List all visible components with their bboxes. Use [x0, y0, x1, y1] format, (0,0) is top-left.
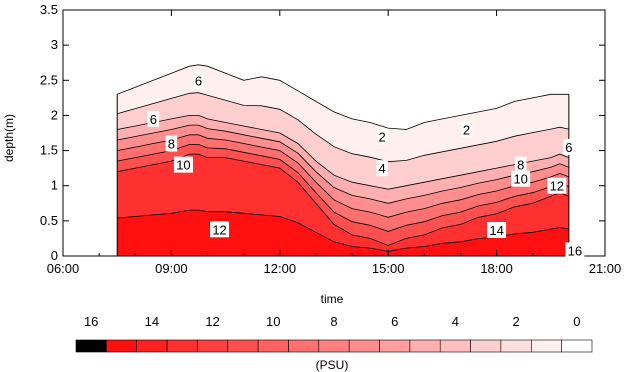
contour-line-10 — [117, 143, 570, 232]
y-tick-label: 1 — [51, 178, 58, 193]
y-tick-label: 1.5 — [40, 143, 58, 158]
contour-line-4 — [117, 115, 570, 190]
colorbar-swatch — [257, 339, 289, 353]
colorbar-label: 8 — [330, 314, 337, 329]
salinity-band-6-8 — [117, 125, 569, 218]
contour-label-bg — [487, 221, 507, 238]
y-tick-label: 2 — [51, 107, 58, 122]
contour-label-bg — [514, 156, 527, 173]
contour-label-bg — [511, 170, 531, 187]
salinity-band-8-10 — [117, 134, 569, 232]
colorbar-swatch — [500, 339, 532, 353]
contour-label-bg — [147, 110, 160, 127]
colorbar-label: 14 — [145, 314, 159, 329]
contour-label-10: 10 — [513, 172, 527, 187]
colorbar-swatch — [561, 339, 593, 353]
x-tick-label: 15:00 — [372, 261, 405, 276]
contour-label-bg — [460, 121, 473, 138]
contour-label-bg — [165, 135, 178, 152]
contour-label-bg — [565, 242, 585, 259]
colorbar: 16 14 12 10 8 6 4 2 0 — [75, 314, 593, 353]
contour-label-16: 16 — [568, 243, 582, 258]
contour-line-6 — [117, 124, 570, 204]
x-tick-label: 09:00 — [155, 261, 188, 276]
colorbar-unit: (PSU) — [316, 358, 349, 372]
axes: 06:00 09:00 12:00 15:00 18:00 21:00 0 0.5 1 1.5 2 2… — [40, 2, 621, 276]
contour-label-6: 6 — [565, 140, 572, 155]
colorbar-swatch — [379, 339, 411, 353]
colorbar-swatch — [439, 339, 471, 353]
contour-label-bg — [376, 160, 388, 177]
colorbar-label: 16 — [84, 314, 98, 329]
contour-label-2: 2 — [379, 130, 386, 145]
colorbar-label: 2 — [513, 314, 520, 329]
contour-label-6: 6 — [195, 73, 202, 88]
contour-label-bg — [173, 156, 193, 173]
contour-label-14: 14 — [489, 223, 503, 238]
salinity-band-0-2 — [117, 64, 569, 162]
y-tick-label: 0.5 — [40, 213, 58, 228]
colorbar-swatch — [166, 339, 198, 353]
x-axis-title: time — [321, 292, 344, 306]
x-tick-label: 21:00 — [589, 261, 622, 276]
contour-label-12: 12 — [212, 222, 226, 237]
contour-label-12: 12 — [550, 179, 564, 194]
contour-label-bg — [192, 72, 205, 89]
colorbar-label: 10 — [266, 314, 280, 329]
contour-line-12 — [117, 153, 570, 246]
colorbar-swatch — [227, 339, 259, 353]
contour-line-0 — [117, 64, 569, 130]
contour-label-4: 4 — [379, 161, 386, 176]
colorbar-swatch — [348, 339, 380, 353]
contour-label-6: 6 — [150, 112, 157, 127]
contour-line-8 — [117, 134, 570, 218]
colorbar-swatch — [288, 339, 320, 353]
colorbar-label: 6 — [391, 314, 398, 329]
colorbar-label: 4 — [452, 314, 459, 329]
contour-label-8: 8 — [168, 137, 175, 152]
contour-label-10: 10 — [176, 158, 190, 173]
y-tick-label: 0 — [51, 248, 58, 263]
contour-label-2: 2 — [463, 122, 470, 137]
colorbar-swatch — [409, 339, 441, 353]
colorbar-swatch — [530, 339, 562, 353]
colorbar-swatch — [106, 339, 138, 353]
contour-line-2 — [117, 92, 569, 163]
x-tick-label: 06:00 — [47, 261, 80, 276]
colorbar-swatch — [318, 339, 350, 353]
salinity-band-12-14 — [117, 154, 569, 252]
contour-label-bg — [376, 128, 388, 145]
colorbar-swatch — [136, 339, 168, 353]
contour-label-bg — [547, 177, 567, 194]
plot-frame — [62, 9, 606, 257]
salinity-band-14-16 — [117, 210, 569, 256]
x-tick-label: 12:00 — [264, 261, 297, 276]
contour-label-8: 8 — [517, 158, 524, 173]
salinity-band-2-4 — [117, 92, 569, 190]
colorbar-label: 12 — [205, 314, 219, 329]
salinity-band-4-6 — [117, 115, 569, 204]
y-tick-label: 3.5 — [40, 2, 58, 17]
y-tick-label: 3 — [51, 37, 58, 52]
colorbar-swatch — [197, 339, 229, 353]
y-tick-label: 2.5 — [40, 72, 58, 87]
contour-label-bg — [210, 221, 230, 238]
colorbar-label: 0 — [573, 314, 580, 329]
contour-label-bg — [563, 139, 575, 156]
colorbar-swatch — [470, 339, 502, 353]
y-axis-title: depth(m) — [2, 114, 16, 162]
colorbar-swatch — [75, 339, 107, 353]
salinity-band-10-12 — [117, 144, 569, 246]
x-tick-label: 18:00 — [480, 261, 513, 276]
